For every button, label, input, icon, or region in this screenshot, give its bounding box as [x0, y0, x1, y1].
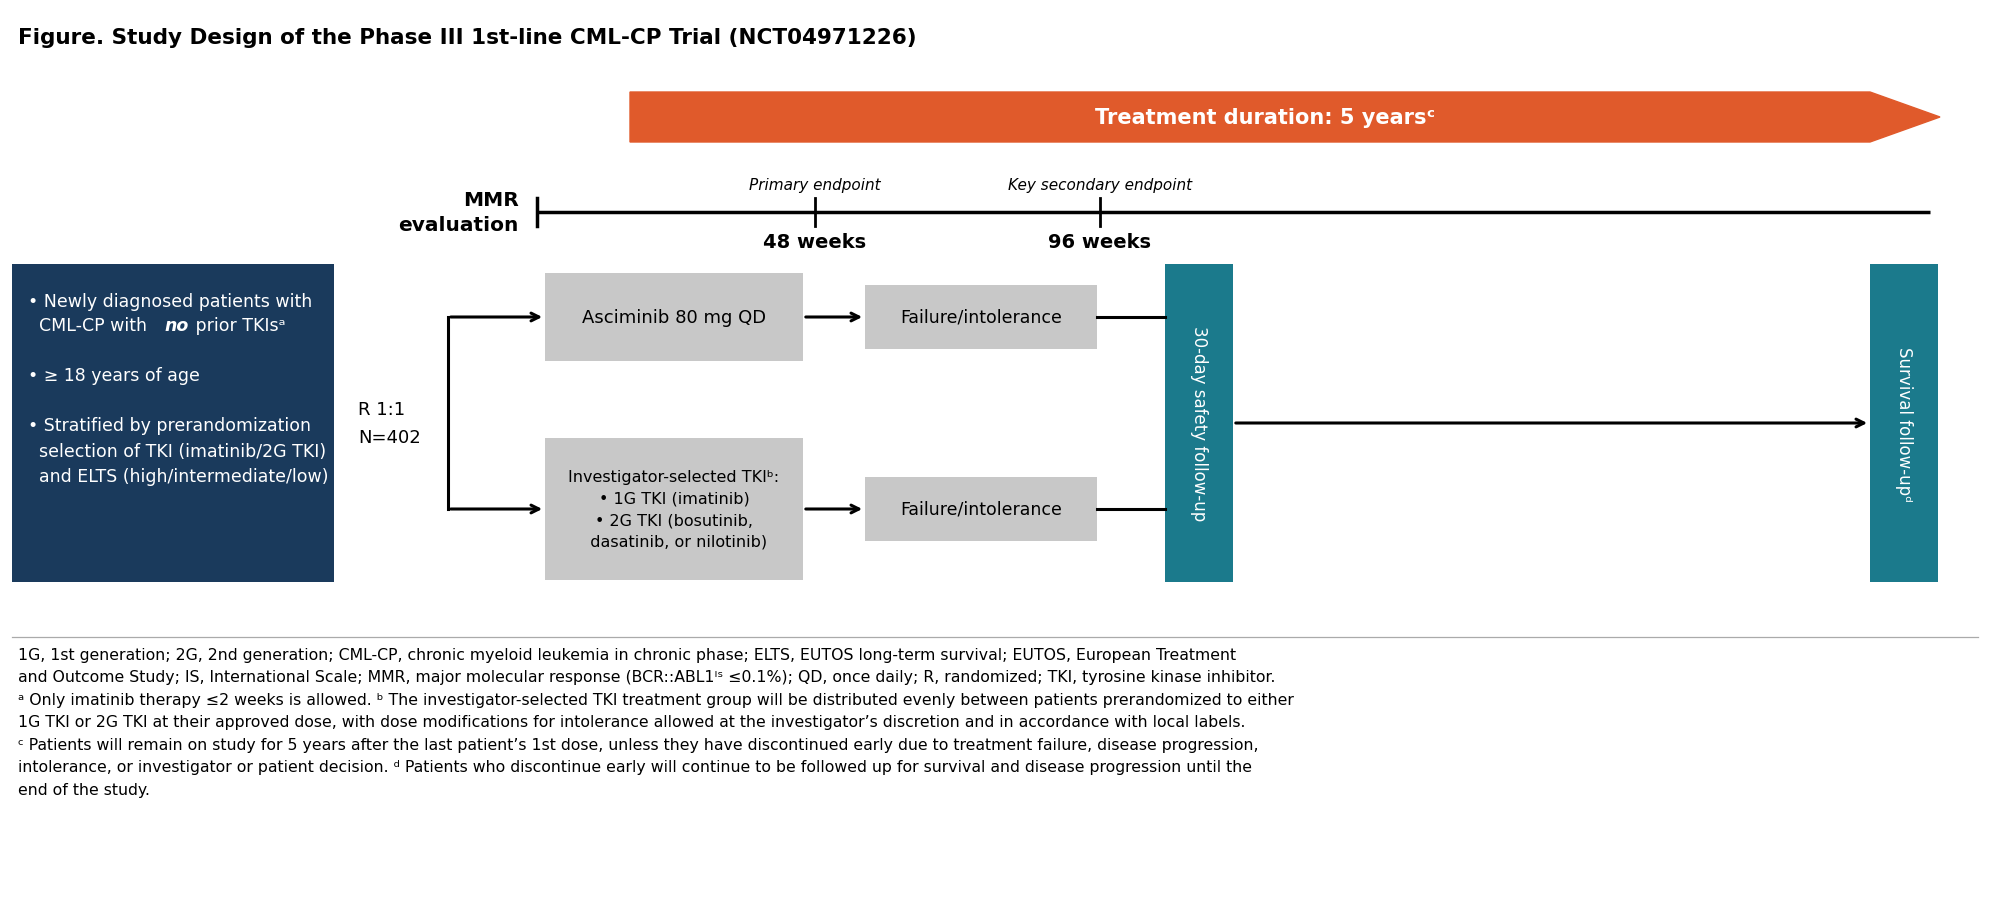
FancyBboxPatch shape — [1166, 265, 1234, 582]
Text: • ≥ 18 years of age: • ≥ 18 years of age — [28, 367, 199, 385]
Text: Treatment duration: 5 yearsᶜ: Treatment duration: 5 yearsᶜ — [1094, 107, 1435, 128]
Text: MMR
evaluation: MMR evaluation — [399, 191, 518, 235]
Text: 48 weeks: 48 weeks — [763, 233, 867, 252]
Text: 96 weeks: 96 weeks — [1048, 233, 1152, 252]
Text: Key secondary endpoint: Key secondary endpoint — [1008, 178, 1192, 192]
Text: and Outcome Study; IS, International Scale; MMR, major molecular response (BCR::: and Outcome Study; IS, International Sca… — [18, 670, 1276, 684]
FancyBboxPatch shape — [1869, 265, 1937, 582]
Text: end of the study.: end of the study. — [18, 782, 149, 797]
Text: intolerance, or investigator or patient decision. ᵈ Patients who discontinue ear: intolerance, or investigator or patient … — [18, 759, 1252, 775]
Text: • Newly diagnosed patients with: • Newly diagnosed patients with — [28, 293, 313, 311]
Text: Survival follow-upᵈ: Survival follow-upᵈ — [1895, 346, 1913, 501]
Text: • Stratified by prerandomization
  selection of TKI (imatinib/2G TKI)
  and ELTS: • Stratified by prerandomization selecti… — [28, 416, 329, 486]
Text: 30-day safety follow-up: 30-day safety follow-up — [1190, 326, 1208, 521]
Text: Asciminib 80 mg QD: Asciminib 80 mg QD — [582, 309, 765, 327]
FancyBboxPatch shape — [12, 265, 335, 582]
Text: Investigator-selected TKIᵇ:
• 1G TKI (imatinib)
• 2G TKI (bosutinib,
  dasatinib: Investigator-selected TKIᵇ: • 1G TKI (im… — [568, 470, 779, 549]
FancyBboxPatch shape — [544, 274, 803, 361]
Text: ᵃ Only imatinib therapy ≤2 weeks is allowed. ᵇ The investigator-selected TKI tre: ᵃ Only imatinib therapy ≤2 weeks is allo… — [18, 693, 1293, 707]
Text: Failure/intolerance: Failure/intolerance — [901, 500, 1062, 518]
Text: 1G TKI or 2G TKI at their approved dose, with dose modifications for intolerance: 1G TKI or 2G TKI at their approved dose,… — [18, 714, 1246, 730]
Text: 1G, 1st generation; 2G, 2nd generation; CML-CP, chronic myeloid leukemia in chro: 1G, 1st generation; 2G, 2nd generation; … — [18, 647, 1236, 662]
Text: Figure. Study Design of the Phase III 1st-line CML-CP Trial (NCT04971226): Figure. Study Design of the Phase III 1s… — [18, 28, 917, 48]
Text: no: no — [163, 317, 189, 335]
FancyBboxPatch shape — [544, 439, 803, 581]
Text: ᶜ Patients will remain on study for 5 years after the last patient’s 1st dose, u: ᶜ Patients will remain on study for 5 ye… — [18, 737, 1258, 752]
Text: Failure/intolerance: Failure/intolerance — [901, 309, 1062, 327]
Text: Primary endpoint: Primary endpoint — [749, 178, 881, 192]
FancyArrow shape — [630, 93, 1939, 143]
Text: prior TKIsᵃ: prior TKIsᵃ — [189, 317, 285, 335]
Text: CML-CP with: CML-CP with — [28, 317, 153, 335]
FancyBboxPatch shape — [865, 478, 1096, 542]
FancyBboxPatch shape — [865, 285, 1096, 349]
Text: R 1:1
N=402: R 1:1 N=402 — [359, 401, 421, 446]
